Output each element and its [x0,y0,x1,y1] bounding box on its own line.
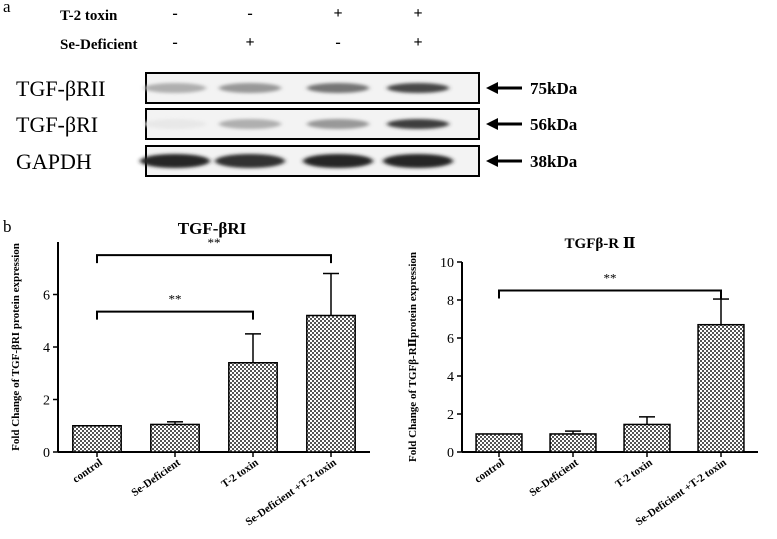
y-tick-label: 0 [43,446,50,461]
bar [475,433,523,453]
bar [306,314,356,453]
blot-band [303,154,373,168]
y-tick-label: 2 [447,408,454,423]
y-tick-label: 4 [447,370,454,385]
x-tick-label: Se-Deficient [527,456,581,499]
arrow-left-icon [486,82,498,94]
y-tick-label: 0 [447,446,454,461]
blot-band [219,119,281,129]
treatment-sign: - [247,5,252,22]
treatment-table: T-2 toxin - - + + Se-Deficient - + - + [60,5,423,53]
treatment-label: T-2 toxin [60,8,118,24]
y-tick-label: 10 [440,256,454,271]
y-tick-label: 4 [43,341,50,356]
treatment-sign: + [413,34,422,51]
y-axis-label: Fold Change of TGF-βRI protein expressio… [10,243,22,451]
significance-label: ** [208,235,221,250]
arrow-left-icon [486,155,498,167]
blot-label: TGF-βRI [16,112,98,137]
blot-band [307,83,369,93]
y-tick-label: 6 [43,289,50,304]
significance-bracket [96,310,254,320]
blot-band [144,119,206,129]
treatment-sign: + [413,5,422,22]
blot-label: GAPDH [16,149,92,174]
chart-title: TGFβ-R Ⅱ [565,236,636,252]
treatment-sign: - [172,34,177,51]
chart-title: TGF-βRI [178,219,247,238]
significance-bracket [96,254,332,264]
western-blots: TGF-βRII 75kDa TGF-βRI 56kDa GAPDH 38kDa [16,72,578,177]
blot-size: 75kDa [530,79,578,98]
blot-band [307,119,369,129]
blot-band [383,154,453,168]
treatment-sign: - [335,34,340,51]
significance-label: ** [604,271,617,286]
significance-bracket [498,289,722,299]
bar [549,433,597,453]
y-tick-label: 8 [447,294,454,309]
blot-band [215,154,285,168]
significance-label: ** [169,292,182,307]
treatment-label: Se-Deficient [60,37,137,53]
x-tick-label: control [472,457,506,486]
arrow-left-icon [486,118,498,130]
treatment-sign: - [172,5,177,22]
blot-band [140,154,210,168]
x-tick-label: Se-Deficient [129,456,183,499]
panel-b-letter: b [3,217,12,236]
blot-size: 38kDa [530,152,578,171]
chart-tgf-beta-rii: TGFβ-R Ⅱ Fold Change of TGFβ-RⅡprotein ex… [407,236,758,528]
panel-a-letter: a [3,0,11,16]
bar [72,425,122,453]
y-tick-label: 2 [43,394,50,409]
bar [623,423,671,453]
y-tick-label: 6 [447,332,454,347]
blot-band [144,83,206,93]
blot-label: TGF-βRII [16,76,105,101]
x-tick-label: T-2 toxin [613,457,654,491]
blot-band [219,83,281,93]
bar [228,362,278,453]
y-axis-label: Fold Change of TGFβ-RⅡprotein expression [407,252,419,462]
bar [697,323,745,453]
blot-band [387,83,449,93]
chart-tgf-beta-ri: TGF-βRI Fold Change of TGF-βRI protein ex… [10,219,370,528]
blot-size: 56kDa [530,115,578,134]
x-tick-label: T-2 toxin [219,457,260,491]
blot-band [387,119,449,129]
bar [150,423,200,453]
x-tick-label: control [70,457,104,486]
treatment-sign: + [333,5,342,22]
treatment-sign: + [245,34,254,51]
